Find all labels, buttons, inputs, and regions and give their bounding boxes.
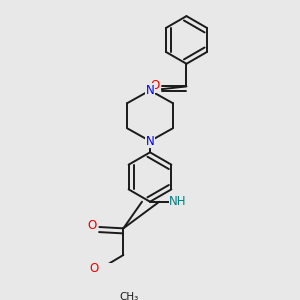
Text: O: O xyxy=(87,219,96,232)
Text: O: O xyxy=(151,79,160,92)
Text: NH: NH xyxy=(169,195,187,208)
Text: O: O xyxy=(90,262,99,275)
Text: N: N xyxy=(146,84,154,97)
Text: N: N xyxy=(146,135,154,148)
Text: CH₃: CH₃ xyxy=(119,292,138,300)
